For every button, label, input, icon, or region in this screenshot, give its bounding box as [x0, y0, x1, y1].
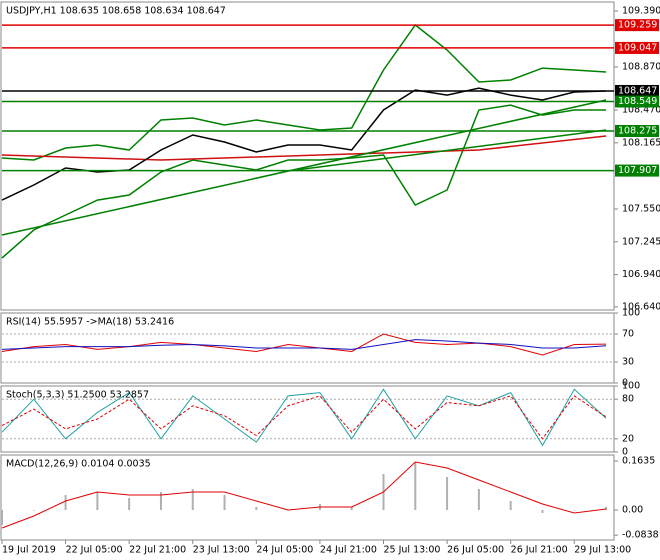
histogram-bar	[191, 489, 194, 511]
panel-frame	[0, 385, 615, 453]
series-line	[1, 135, 607, 161]
y-tick-label: 106.640	[622, 301, 660, 312]
level-box	[615, 41, 659, 54]
level-box	[615, 19, 659, 32]
series-line	[1, 87, 607, 201]
level-box	[615, 124, 659, 137]
series-line	[1, 395, 607, 440]
x-tick-label: 23 Jul 13:00	[193, 545, 250, 556]
y-tick-label: 107.550	[622, 203, 660, 214]
histogram-bar	[1, 510, 3, 526]
x-tick-label: 22 Jul 05:00	[66, 545, 123, 556]
histogram-bar	[64, 495, 67, 511]
series-line	[296, 129, 607, 171]
histogram-bar	[255, 507, 258, 511]
level-label: 108.647	[618, 85, 657, 96]
y-tick-label: -0.0838	[622, 530, 659, 541]
histogram-bar	[96, 492, 99, 511]
histogram-bar	[350, 507, 353, 511]
y-tick-label: 20	[622, 433, 634, 444]
y-tick-label: 108.870	[622, 61, 660, 72]
x-tick-label: 24 Jul 21:00	[320, 545, 377, 556]
y-tick-label: 30	[622, 357, 634, 368]
y-tick-label: 109.390	[622, 6, 660, 17]
y-tick-label: 80	[622, 394, 634, 405]
series-line	[1, 333, 607, 356]
series-line	[1, 388, 607, 447]
x-tick-label: 24 Jul 05:00	[256, 545, 313, 556]
y-tick-label: 0	[622, 378, 628, 389]
y-tick-label: 70	[622, 329, 634, 340]
x-tick-label: 26 Jul 21:00	[511, 545, 568, 556]
series-line	[1, 23, 607, 161]
panel-title: RSI(14) 55.5957 ->MA(18) 53.2416	[6, 317, 174, 328]
y-tick-label: 0	[622, 447, 628, 458]
y-tick-label: 107.245	[622, 236, 660, 247]
y-tick-label: 108.165	[622, 137, 660, 148]
panel-frame	[0, 312, 615, 384]
panel-frame	[0, 1, 615, 311]
y-tick-label: 0.00	[622, 505, 643, 516]
y-tick-label: 100	[622, 381, 640, 392]
y-tick-label: 0.1635	[622, 455, 655, 466]
y-tick-label: 100	[622, 308, 640, 319]
panel-frame	[0, 454, 615, 541]
panel-title: USDJPY,H1 108.635 108.658 108.634 108.64…	[6, 6, 226, 17]
panel-title: MACD(12,26,9) 0.0104 0.0035	[6, 459, 151, 470]
histogram-bar	[541, 510, 544, 514]
panel-title: Stoch(5,3,3) 51.2500 53.2857	[6, 390, 149, 401]
x-tick-label: 26 Jul 05:00	[447, 545, 504, 556]
histogram-bar	[128, 498, 131, 511]
level-label: 109.047	[618, 42, 657, 53]
y-tick-label: 108.470	[622, 105, 660, 116]
series-line	[1, 339, 607, 350]
level-label: 108.275	[618, 125, 657, 136]
level-box	[615, 95, 659, 108]
histogram-bar	[509, 501, 512, 511]
histogram-bar	[446, 477, 449, 511]
histogram-bar	[605, 506, 608, 511]
level-box	[615, 84, 659, 97]
histogram-bar	[159, 492, 162, 511]
histogram-bar	[32, 510, 35, 511]
histogram-bar	[573, 510, 576, 511]
level-box	[615, 164, 659, 177]
x-tick-label: 19 Jul 2019	[2, 545, 56, 556]
y-tick-label: 106.940	[622, 269, 660, 280]
series-line	[1, 461, 607, 529]
x-tick-label: 22 Jul 21:00	[129, 545, 186, 556]
x-tick-label: 29 Jul 13:00	[574, 545, 631, 556]
level-label: 108.549	[618, 96, 657, 107]
histogram-bar	[223, 495, 226, 511]
x-tick-label: 25 Jul 13:00	[384, 545, 441, 556]
histogram-bar	[477, 489, 480, 511]
series-line	[1, 104, 607, 259]
series-line	[1, 99, 607, 236]
histogram-bar	[414, 462, 417, 511]
level-label: 107.907	[618, 165, 657, 176]
level-label: 109.259	[618, 20, 657, 31]
